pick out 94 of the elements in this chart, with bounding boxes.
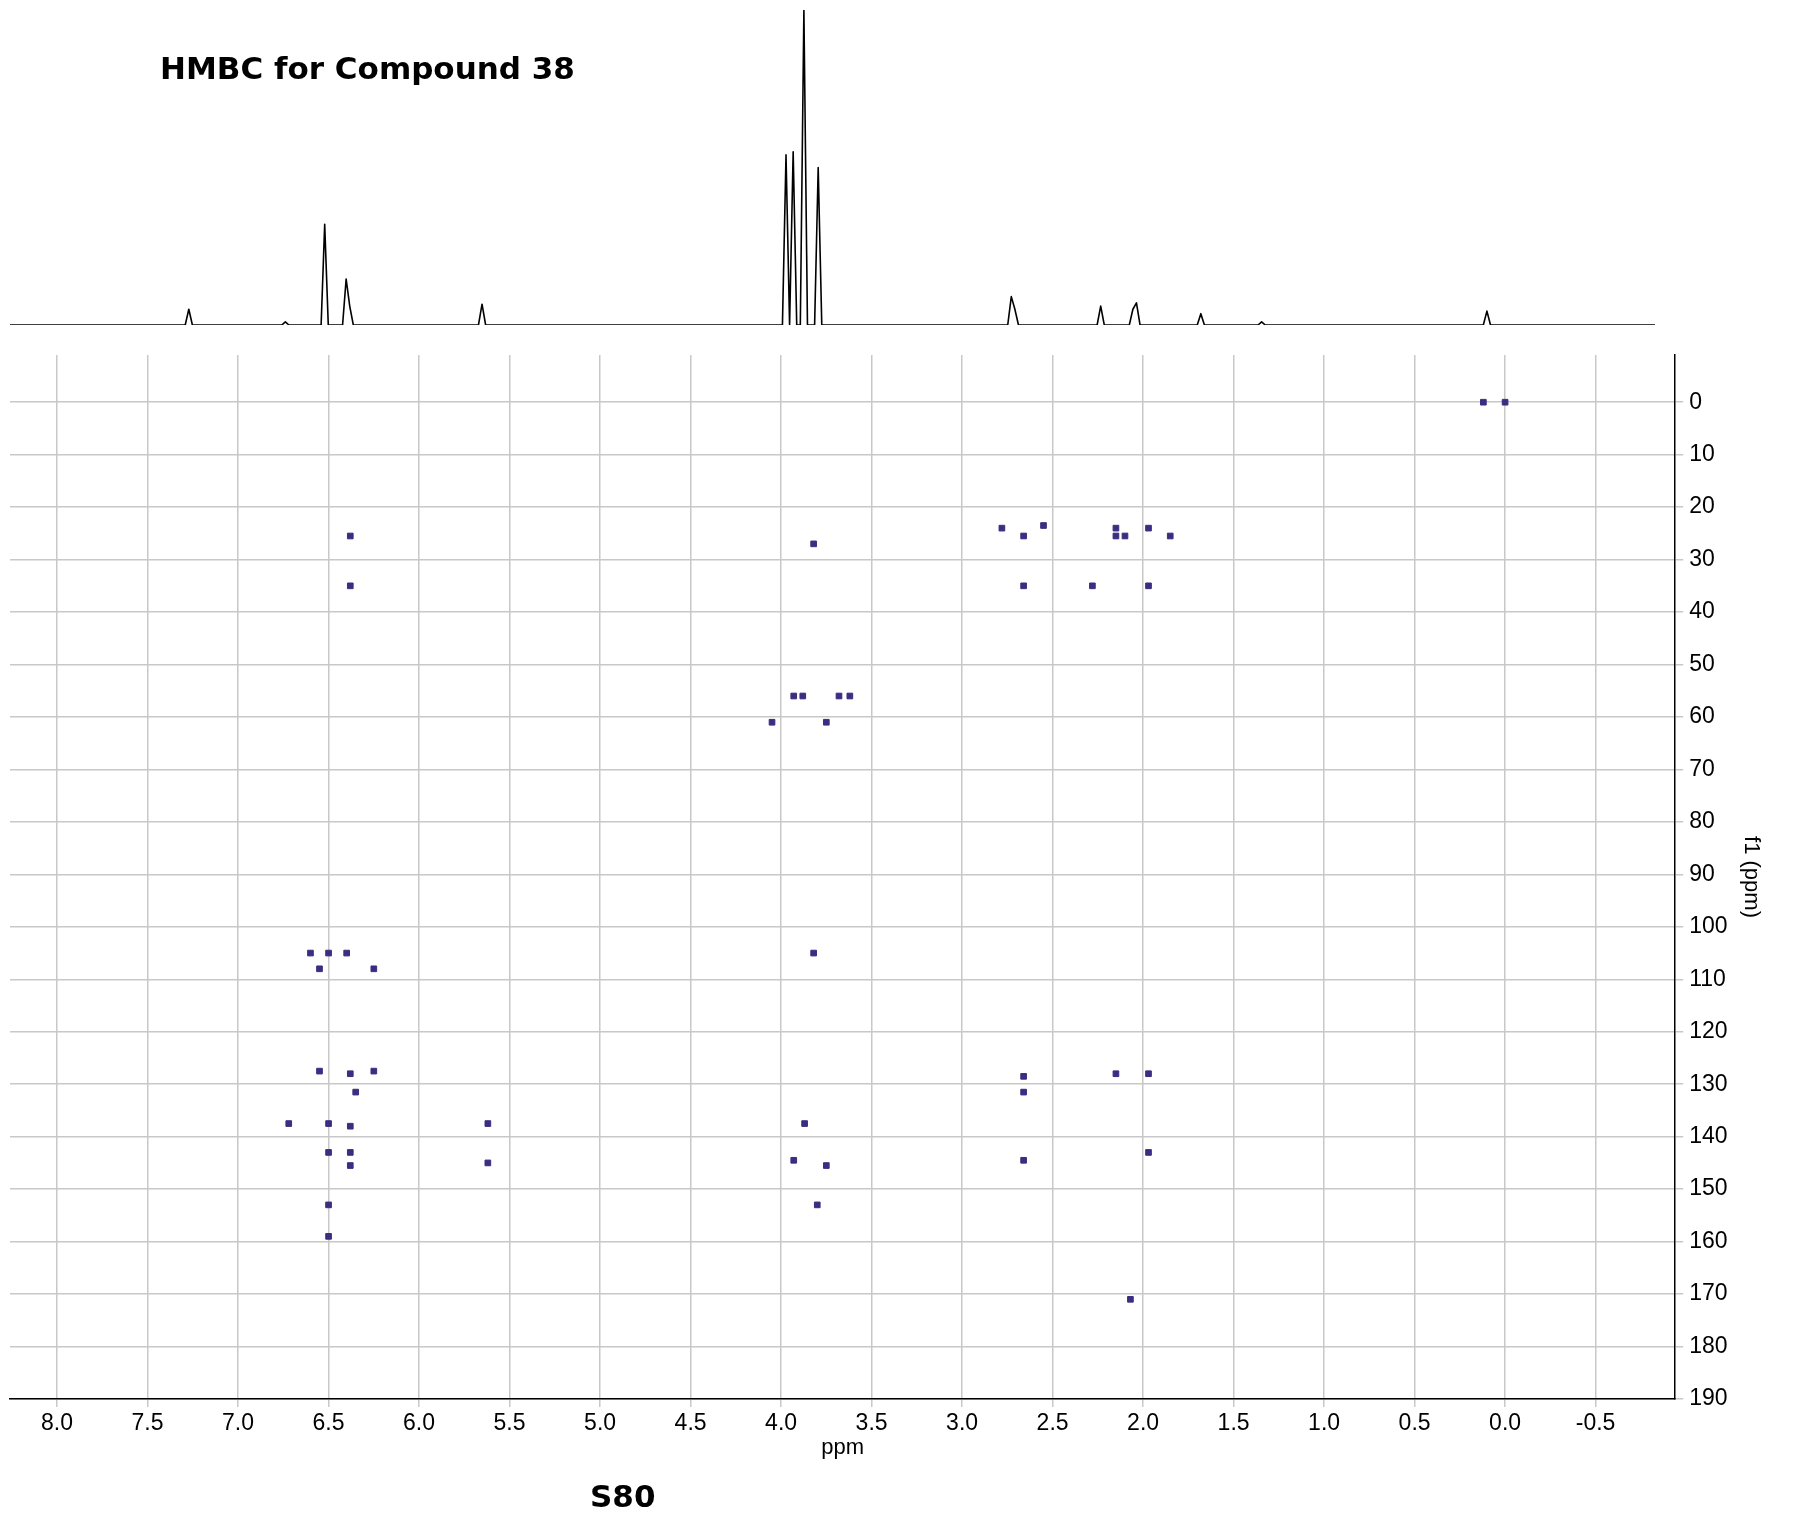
point: [325, 1120, 332, 1127]
x-tick-label: 3.0: [946, 1409, 979, 1436]
point: [484, 1159, 492, 1167]
x-tick-label: 7.5: [131, 1409, 164, 1436]
y-tick-label: 100: [1689, 912, 1728, 939]
point: [346, 1070, 354, 1078]
x-tick-label: 5.0: [584, 1409, 617, 1436]
point: [790, 1156, 798, 1164]
x-tick-label: -0.5: [1575, 1409, 1616, 1436]
point: [325, 1233, 332, 1240]
y-tick-label: 10: [1689, 440, 1715, 467]
point: [1145, 1149, 1152, 1156]
point: [1089, 582, 1096, 590]
x-tick-label: 0.0: [1489, 1409, 1522, 1436]
x-tick-label: 7.0: [222, 1409, 255, 1436]
y-tick-label: 30: [1689, 544, 1715, 571]
point: [325, 949, 332, 957]
y-tick-label: 140: [1689, 1122, 1728, 1149]
point: [799, 692, 807, 700]
point: [343, 949, 350, 957]
point: [822, 1162, 830, 1169]
y-tick-label: 80: [1689, 807, 1715, 834]
point: [810, 540, 817, 548]
point: [1112, 532, 1120, 540]
point: [813, 1201, 821, 1209]
point: [810, 949, 817, 957]
point: [1127, 1295, 1134, 1303]
point: [1145, 582, 1152, 590]
x-tick-label: 0.5: [1398, 1409, 1431, 1436]
point: [1020, 1088, 1027, 1096]
y-tick-label: 60: [1689, 702, 1715, 729]
point: [1112, 524, 1120, 532]
point: [1020, 532, 1027, 540]
y-tick-label: 190: [1689, 1384, 1728, 1411]
point: [1112, 1070, 1120, 1078]
point: [1501, 398, 1509, 406]
x-tick-label: 2.5: [1036, 1409, 1069, 1436]
point: [1480, 398, 1487, 406]
point: [768, 718, 776, 726]
y-tick-label: 20: [1689, 492, 1715, 519]
point: [316, 1067, 323, 1075]
x-tick-label: 1.0: [1308, 1409, 1341, 1436]
x-tick-label: 6.5: [312, 1409, 345, 1436]
y-tick-label: 0: [1689, 387, 1703, 414]
y-tick-label: 160: [1689, 1226, 1728, 1253]
point: [1166, 532, 1174, 540]
text: S80: [590, 1478, 656, 1514]
point: [307, 949, 314, 957]
x-tick-label: 5.5: [493, 1409, 526, 1436]
y-tick-label: 40: [1689, 597, 1715, 624]
x-tick-label: 4.5: [674, 1409, 707, 1436]
x-tick-label: 4.0: [765, 1409, 798, 1436]
point: [346, 1149, 354, 1156]
point: [846, 692, 854, 700]
y-tick-label: 180: [1689, 1331, 1728, 1358]
point: [1020, 1073, 1027, 1080]
point: [1040, 522, 1047, 529]
point: [346, 532, 354, 540]
x-tick-label: 1.5: [1217, 1409, 1250, 1436]
y-tick-label: 120: [1689, 1017, 1728, 1044]
point: [801, 1120, 808, 1127]
y-tick-label: 170: [1689, 1279, 1728, 1306]
y-tick-label: 130: [1689, 1069, 1728, 1096]
point: [370, 1067, 378, 1075]
point: [325, 1149, 332, 1156]
y-tick-label: 50: [1689, 649, 1715, 676]
y-axis-title: f1 (ppm): [1739, 836, 1765, 918]
point: [822, 718, 830, 726]
point: [325, 1201, 332, 1209]
point: [1020, 582, 1027, 590]
x-tick-label: 2.0: [1127, 1409, 1160, 1436]
x-axis-title: ppm: [821, 1433, 865, 1459]
point: [285, 1120, 293, 1127]
y-tick-label: 110: [1689, 964, 1726, 991]
x-tick-label: 8.0: [41, 1409, 74, 1436]
y-tick-label: 150: [1689, 1174, 1728, 1201]
point: [316, 965, 323, 973]
point: [1121, 532, 1129, 540]
point: [352, 1088, 360, 1096]
point: [370, 965, 378, 973]
point: [484, 1120, 492, 1127]
point: [346, 582, 354, 590]
text: HMBC for Compound 38: [160, 50, 575, 86]
point: [346, 1122, 354, 1130]
point: [1020, 1156, 1027, 1164]
y-tick-label: 70: [1689, 754, 1715, 781]
x-tick-label: 3.5: [855, 1409, 888, 1436]
point: [790, 692, 798, 700]
x-tick-label: 6.0: [403, 1409, 436, 1436]
y-tick-label: 90: [1689, 859, 1715, 886]
point: [1145, 1070, 1152, 1078]
point: [998, 524, 1006, 532]
point: [1145, 524, 1152, 532]
point: [346, 1162, 354, 1169]
